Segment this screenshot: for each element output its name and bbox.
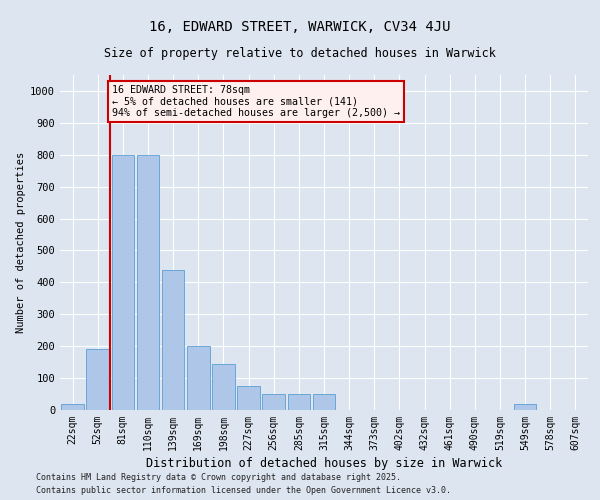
Bar xyxy=(514,404,536,410)
Text: Size of property relative to detached houses in Warwick: Size of property relative to detached ho… xyxy=(104,48,496,60)
Text: Contains HM Land Registry data © Crown copyright and database right 2025.: Contains HM Land Registry data © Crown c… xyxy=(36,474,401,482)
Text: Contains public sector information licensed under the Open Government Licence v3: Contains public sector information licen… xyxy=(36,486,451,495)
Bar xyxy=(262,394,285,410)
Bar xyxy=(237,386,260,410)
Bar xyxy=(212,364,235,410)
Y-axis label: Number of detached properties: Number of detached properties xyxy=(16,152,26,333)
Bar xyxy=(287,394,310,410)
Bar xyxy=(162,270,184,410)
Bar xyxy=(137,155,160,410)
Text: 16, EDWARD STREET, WARWICK, CV34 4JU: 16, EDWARD STREET, WARWICK, CV34 4JU xyxy=(149,20,451,34)
Bar xyxy=(61,404,84,410)
Text: 16 EDWARD STREET: 78sqm
← 5% of detached houses are smaller (141)
94% of semi-de: 16 EDWARD STREET: 78sqm ← 5% of detached… xyxy=(112,84,400,118)
Bar xyxy=(112,155,134,410)
Bar xyxy=(86,350,109,410)
Bar xyxy=(313,394,335,410)
Bar xyxy=(187,346,209,410)
X-axis label: Distribution of detached houses by size in Warwick: Distribution of detached houses by size … xyxy=(146,457,502,470)
